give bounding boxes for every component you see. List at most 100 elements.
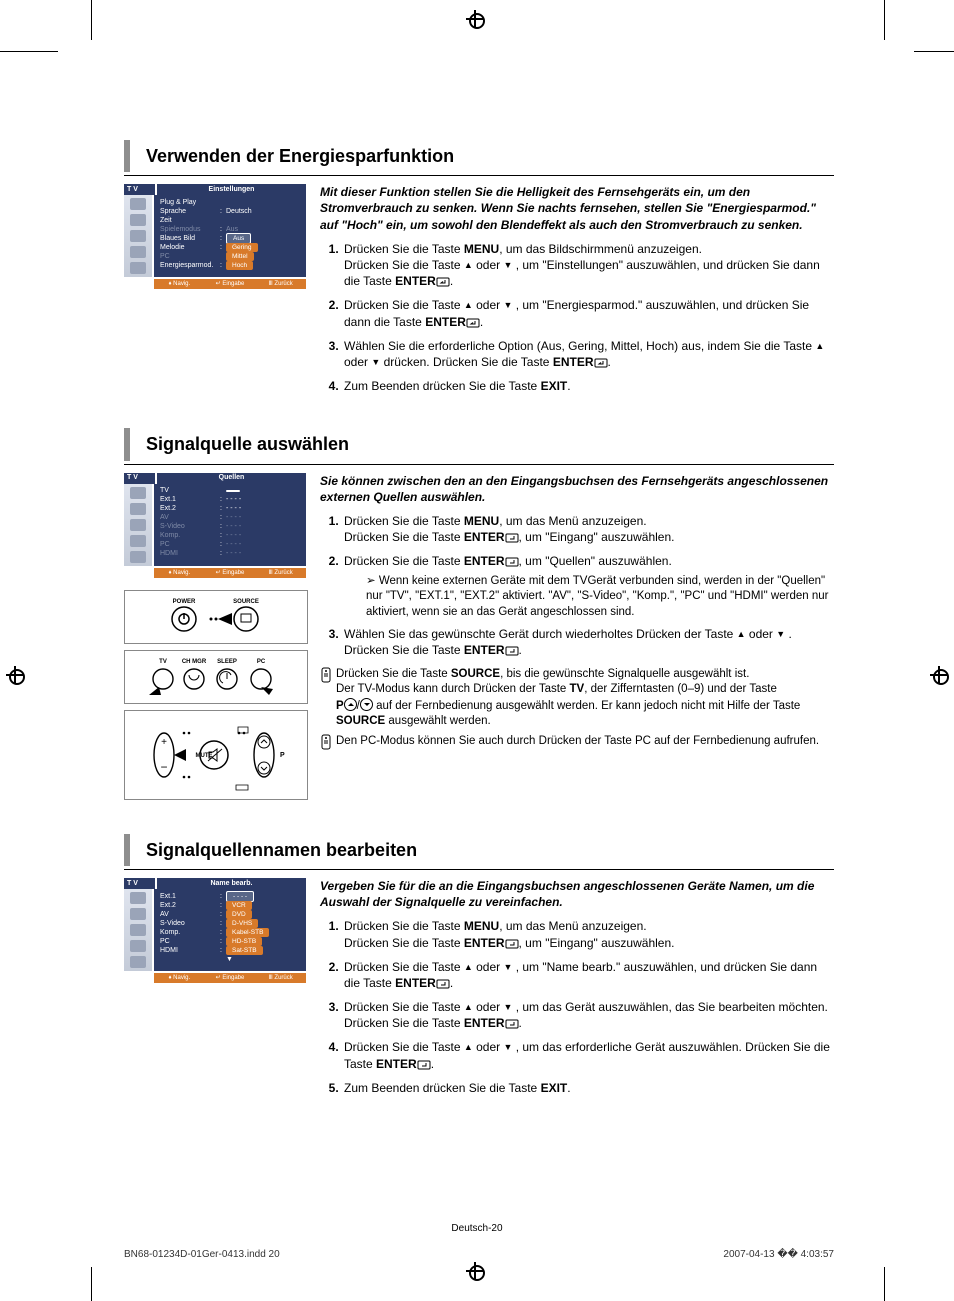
key-enter: ENTER	[553, 355, 594, 369]
crop-mark	[884, 0, 885, 40]
note-pc: Den PC-Modus können Sie auch durch Drück…	[320, 734, 834, 750]
step: Drücken Sie die Taste ENTER, um "Quellen…	[342, 553, 834, 620]
key-source: SOURCE	[336, 715, 385, 727]
enter-icon	[594, 356, 608, 372]
key-exit: EXIT	[541, 379, 568, 393]
enter-icon	[466, 316, 480, 332]
crop-mark	[884, 1267, 885, 1301]
svg-text:SLEEP: SLEEP	[217, 659, 237, 665]
step: Drücken Sie die Taste ▲ oder ▼ , um das …	[342, 999, 834, 1033]
section3-steps: Drücken Sie die Taste MENU, um das Menü …	[320, 918, 834, 1096]
key-enter: ENTER	[464, 643, 505, 657]
svg-text:P: P	[280, 752, 285, 759]
crop-mark	[91, 1267, 92, 1301]
section-rule	[124, 175, 834, 176]
step: Drücken Sie die Taste ▲ oder ▼ , um das …	[342, 1039, 834, 1073]
key-source: SOURCE	[451, 668, 500, 680]
down-arrow-icon: ▼	[371, 356, 380, 368]
key-p: P	[336, 700, 344, 712]
key-enter: ENTER	[395, 976, 436, 990]
key-exit: EXIT	[541, 1081, 568, 1095]
svg-text:CH MGR: CH MGR	[182, 659, 207, 665]
crop-mark	[91, 0, 92, 40]
registration-mark-right	[930, 666, 948, 684]
section-title-signalquellennamen: Signalquellennamen bearbeiten	[124, 834, 834, 866]
page-content: Verwenden der Energiesparfunktion T VEin…	[124, 140, 834, 1130]
down-arrow-icon: ▼	[776, 628, 785, 640]
osd-screenshot-namebearb: T VName bearb.Ext.1:- - - -Ext.2:VCRAV:D…	[124, 878, 306, 983]
remote-hand-icon	[320, 667, 336, 730]
up-arrow-icon: ▲	[464, 1001, 473, 1013]
svg-text:PC: PC	[257, 659, 266, 665]
step: Wählen Sie die erforderliche Option (Aus…	[342, 338, 834, 372]
svg-text:SOURCE: SOURCE	[233, 599, 259, 605]
enter-icon	[436, 275, 450, 291]
section3-intro: Vergeben Sie für die an die Eingangsbuch…	[320, 878, 834, 910]
section-rule	[124, 464, 834, 465]
remote-diagram-top: POWER SOURCE	[124, 590, 308, 644]
svg-text:POWER: POWER	[173, 599, 196, 605]
enter-icon	[505, 937, 519, 953]
crop-mark	[914, 51, 954, 52]
enter-icon	[417, 1058, 431, 1074]
step: Wählen Sie das gewünschte Gerät durch wi…	[342, 626, 834, 660]
key-enter: ENTER	[425, 315, 466, 329]
step: Drücken Sie die Taste MENU, um das Menü …	[342, 918, 834, 952]
enter-icon	[505, 644, 519, 660]
crop-mark	[0, 51, 58, 52]
enter-icon	[505, 1017, 519, 1033]
step: Zum Beenden drücken Sie die Taste EXIT.	[342, 1080, 834, 1096]
key-tv: TV	[570, 683, 585, 695]
step: Drücken Sie die Taste MENU, um das Menü …	[342, 513, 834, 547]
step2-subnote: Wenn keine externen Geräte mit dem TVGer…	[366, 574, 834, 621]
footer-datetime: 2007-04-13 �� 4:03:57	[723, 1248, 834, 1262]
up-arrow-icon: ▲	[464, 1041, 473, 1053]
up-arrow-icon: ▲	[815, 340, 824, 352]
enter-icon	[436, 977, 450, 993]
osd-screenshot-quellen: T VQuellenTVExt.1:- - - -Ext.2:- - - -AV…	[124, 473, 306, 578]
footer-filename: BN68-01234D-01Ger-0413.indd 20	[124, 1248, 280, 1262]
section-body-2: T VQuellenTVExt.1:- - - -Ext.2:- - - -AV…	[124, 473, 834, 806]
section-rule	[124, 869, 834, 870]
enter-icon	[505, 555, 519, 571]
remote-diagram-mid: TV CH MGR SLEEP PC	[124, 650, 308, 704]
registration-mark-left	[6, 666, 24, 684]
svg-text:+: +	[161, 737, 167, 748]
key-enter: ENTER	[464, 554, 505, 568]
up-arrow-icon: ▲	[464, 961, 473, 973]
svg-text:−: −	[160, 760, 167, 774]
p-up-icon	[344, 698, 357, 711]
section1-intro: Mit dieser Funktion stellen Sie die Hell…	[320, 184, 834, 233]
section-body-1: T VEinstellungenPlug & PlaySprache:Deuts…	[124, 184, 834, 400]
step: Drücken Sie die Taste MENU, um das Bilds…	[342, 241, 834, 292]
remote-diagram-bottom: MUTE + − P	[124, 710, 308, 800]
section2-intro: Sie können zwischen den an den Eingangsb…	[320, 473, 834, 505]
registration-mark-top	[466, 10, 484, 28]
osd-screenshot-einstellungen: T VEinstellungenPlug & PlaySprache:Deuts…	[124, 184, 306, 289]
enter-icon	[505, 531, 519, 547]
section2-steps: Drücken Sie die Taste MENU, um das Menü …	[320, 513, 834, 660]
key-enter: ENTER	[464, 530, 505, 544]
key-menu: MENU	[464, 919, 499, 933]
up-arrow-icon: ▲	[737, 628, 746, 640]
key-enter: ENTER	[395, 274, 436, 288]
registration-mark-bottom	[466, 1262, 484, 1280]
remote-hand-icon	[320, 734, 336, 750]
p-down-icon	[360, 698, 373, 711]
up-arrow-icon: ▲	[464, 299, 473, 311]
up-arrow-icon: ▲	[464, 259, 473, 271]
svg-text:TV: TV	[159, 659, 167, 665]
print-footer: BN68-01234D-01Ger-0413.indd 20 2007-04-1…	[124, 1248, 834, 1262]
section-title-energiesparfunktion: Verwenden der Energiesparfunktion	[124, 140, 834, 172]
section1-steps: Drücken Sie die Taste MENU, um das Bilds…	[320, 241, 834, 395]
key-enter: ENTER	[464, 936, 505, 950]
section-body-3: T VName bearb.Ext.1:- - - -Ext.2:VCRAV:D…	[124, 878, 834, 1102]
key-menu: MENU	[464, 242, 499, 256]
step: Zum Beenden drücken Sie die Taste EXIT.	[342, 378, 834, 394]
key-menu: MENU	[464, 514, 499, 528]
step: Drücken Sie die Taste ▲ oder ▼ , um "Nam…	[342, 959, 834, 993]
page-number: Deutsch-20	[0, 1222, 954, 1236]
key-enter: ENTER	[464, 1016, 505, 1030]
step: Drücken Sie die Taste ▲ oder ▼ , um "Ene…	[342, 297, 834, 331]
key-enter: ENTER	[376, 1057, 417, 1071]
